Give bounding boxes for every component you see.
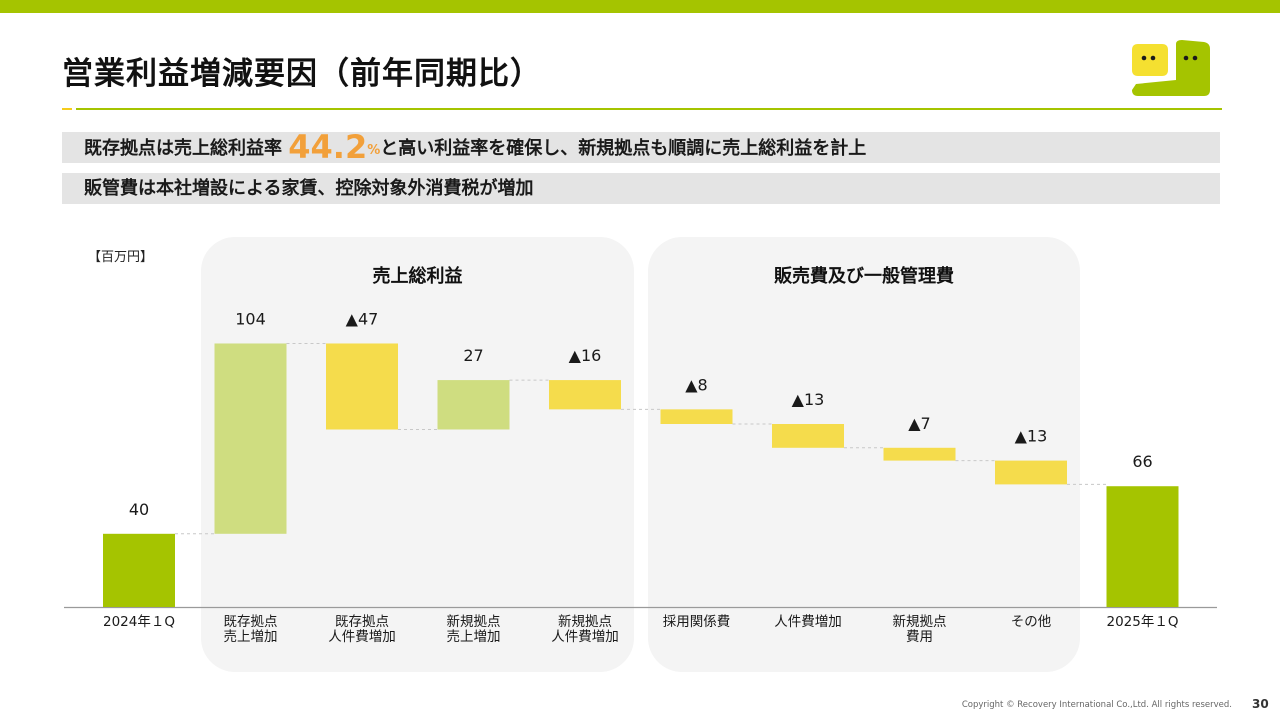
bar-1 bbox=[103, 533, 175, 607]
data-label-2: 104 bbox=[235, 309, 266, 328]
category-label-5-line1: 新規拠点 bbox=[558, 614, 612, 630]
bar-3 bbox=[326, 343, 398, 430]
page-title: 営業利益増減要因（前年同期比） bbox=[62, 56, 542, 92]
summary-banner-1: 既存拠点は売上総利益率 44.2%と高い利益率を確保し、新規拠点も順調に売上総利… bbox=[62, 131, 1220, 163]
bar-8 bbox=[883, 447, 956, 461]
top-accent-bar bbox=[0, 0, 1280, 13]
copyright-text: Copyright © Recovery International Co.,L… bbox=[961, 700, 1232, 710]
data-label-5: ▲16 bbox=[569, 346, 602, 365]
gross-profit-panel-title: 売上総利益 bbox=[372, 266, 463, 287]
category-label-6: 採用関係費 bbox=[663, 614, 731, 630]
gross-margin-value: 44.2 bbox=[288, 128, 368, 166]
sga-panel bbox=[648, 237, 1080, 672]
category-label-5-line2: 人件費増加 bbox=[551, 629, 619, 645]
bar-5 bbox=[549, 380, 621, 410]
data-label-7: ▲13 bbox=[792, 390, 825, 409]
bar-4 bbox=[437, 380, 510, 430]
category-label-2-line1: 既存拠点 bbox=[224, 614, 278, 630]
category-label-2-line2: 売上増加 bbox=[224, 629, 278, 645]
category-label-4-line1: 新規拠点 bbox=[447, 614, 501, 630]
data-label-3: ▲47 bbox=[346, 309, 379, 328]
bar-2 bbox=[214, 343, 287, 534]
summary-banner-2: 販管費は本社増設による家賃、控除対象外消費税が増加 bbox=[62, 173, 1220, 204]
data-label-4: 27 bbox=[463, 346, 483, 365]
title-divider bbox=[76, 108, 1222, 110]
category-label-9: その他 bbox=[1011, 614, 1052, 630]
category-label-8-line1: 新規拠点 bbox=[893, 614, 947, 630]
data-label-9: ▲13 bbox=[1015, 427, 1048, 446]
category-label-8-line2: 費用 bbox=[906, 629, 933, 645]
data-label-8: ▲7 bbox=[908, 414, 930, 433]
data-label-6: ▲8 bbox=[685, 375, 707, 394]
category-label-4-line2: 売上増加 bbox=[447, 629, 501, 645]
company-logo bbox=[1132, 40, 1210, 96]
unit-label: 【百万円】 bbox=[88, 250, 154, 265]
data-label-1: 40 bbox=[129, 500, 149, 519]
category-label-3-line2: 人件費増加 bbox=[328, 629, 396, 645]
sga-panel-title: 販売費及び一般管理費 bbox=[774, 266, 954, 287]
category-label-1: 2024年１Q bbox=[103, 614, 175, 630]
banner1-suffix: と高い利益率を確保し、新規拠点も順調に売上総利益を計上 bbox=[380, 138, 867, 159]
bar-10 bbox=[1106, 486, 1179, 607]
title-rule-accent bbox=[62, 108, 72, 110]
bar-6 bbox=[660, 409, 733, 424]
category-label-10: 2025年１Q bbox=[1107, 614, 1179, 630]
data-label-10: 66 bbox=[1132, 452, 1152, 471]
category-label-7: 人件費増加 bbox=[774, 614, 842, 630]
page-number: 30 bbox=[1252, 697, 1269, 711]
bar-7 bbox=[772, 424, 844, 448]
banner2-text: 販管費は本社増設による家賃、控除対象外消費税が増加 bbox=[84, 178, 534, 199]
category-label-3-line1: 既存拠点 bbox=[335, 614, 389, 630]
banner1-prefix: 既存拠点は売上総利益率 bbox=[84, 138, 289, 159]
gross-margin-unit: % bbox=[367, 143, 381, 158]
bar-9 bbox=[995, 460, 1067, 485]
